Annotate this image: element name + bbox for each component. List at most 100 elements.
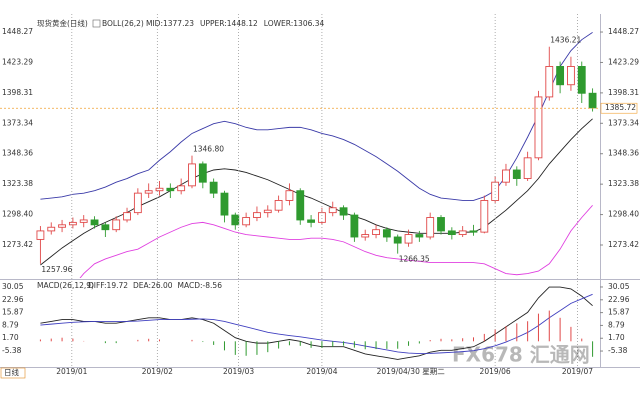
y-tick-label-left: 1448.27 <box>2 27 33 36</box>
candle-body <box>512 169 521 179</box>
candle-body <box>567 66 575 86</box>
y-tick-label: 1448.27 <box>608 27 639 36</box>
y-tick-label: 15.87 <box>608 308 630 317</box>
candle-body <box>556 66 565 86</box>
price-line-label: 1385.72 <box>605 103 636 112</box>
y-tick-label: 30.05 <box>608 282 630 291</box>
watermark: FX678 汇通网 <box>452 343 590 367</box>
candle-body <box>198 163 207 183</box>
candle-body <box>361 234 370 238</box>
macd-line <box>40 293 593 355</box>
y-tick-label-left: 1.70 <box>2 333 19 342</box>
extreme-label: 1346.80 <box>193 145 224 154</box>
y-tick-label: 22.96 <box>608 295 630 304</box>
candle-body <box>253 212 261 218</box>
y-tick-label-left: 22.96 <box>2 295 24 304</box>
legend-entry: DIFF:19.72 <box>88 281 128 290</box>
period-tag: 日线 <box>4 367 19 377</box>
candle-body <box>263 209 272 214</box>
candle-body <box>112 219 121 231</box>
extreme-label: 1257.96 <box>41 265 72 274</box>
indicator-name: BOLL(26,2) <box>102 19 144 28</box>
cursor-label: 2019/04/30 星期二 <box>377 367 446 376</box>
extreme-label: 1266.35 <box>399 255 430 264</box>
x-tick-label: 2019/04 <box>306 367 337 376</box>
candle-body <box>101 224 110 231</box>
y-tick-label: 1323.38 <box>608 179 639 188</box>
y-tick-label-left: 1423.29 <box>2 57 33 66</box>
candle-body <box>79 219 88 223</box>
candle-body <box>166 187 175 192</box>
candle-body <box>415 234 424 238</box>
y-tick-label-left: 1273.42 <box>2 240 33 249</box>
indicator-icon <box>92 19 101 28</box>
candle-body <box>458 230 467 236</box>
candle-body <box>242 217 251 226</box>
candle-body <box>588 92 597 109</box>
candle-body <box>469 230 478 233</box>
candle-body <box>404 234 413 244</box>
candle-body <box>328 207 337 214</box>
period-tag-box <box>0 367 26 379</box>
x-tick-label: 2019/06 <box>480 367 511 376</box>
legend-entry: MID:1377.23 <box>146 19 194 28</box>
legend-entry: DEA:26.00 <box>133 281 173 290</box>
candle-body <box>437 217 445 232</box>
candle-body <box>209 181 218 194</box>
y-tick-label-left: 1323.38 <box>2 179 33 188</box>
candle-body <box>372 229 380 236</box>
x-tick-label: 2019/03 <box>223 367 254 376</box>
y-tick-label: 1298.40 <box>608 210 639 219</box>
legend-entry: MACD:-8.56 <box>178 281 223 290</box>
candle-body <box>447 230 456 236</box>
chart-title: 现货黄金(日线) <box>37 18 88 28</box>
candle-body <box>123 212 131 221</box>
candle-body <box>577 66 586 94</box>
macd-line <box>40 286 593 360</box>
candle-body <box>285 190 294 201</box>
y-tick-label-left: 1298.40 <box>2 210 33 219</box>
candle-body <box>339 207 348 216</box>
x-tick-label: 2019/01 <box>56 367 87 376</box>
y-tick-label: 1273.42 <box>608 240 639 249</box>
y-tick-label-left: -5.38 <box>2 346 22 355</box>
candle-body <box>382 229 391 238</box>
y-tick-label: 1348.36 <box>608 149 639 158</box>
candle-body <box>350 214 359 238</box>
y-tick-label: 1373.34 <box>608 118 639 127</box>
candle-body <box>534 96 543 159</box>
y-tick-label-left: 15.87 <box>2 308 24 317</box>
candle-body <box>133 192 142 214</box>
candle-body <box>58 224 66 228</box>
candle-body <box>545 66 554 98</box>
candle-body <box>177 185 186 192</box>
legend-entry: UPPER:1448.12 <box>200 19 258 28</box>
boll-line <box>40 118 593 266</box>
y-tick-label-left: 1348.36 <box>2 149 33 158</box>
legend-entry: LOWER:1306.34 <box>264 19 325 28</box>
candle-body <box>296 190 305 221</box>
candle-body <box>220 192 229 216</box>
candle-body <box>90 219 99 226</box>
candle-body <box>188 163 196 187</box>
candle-body <box>426 217 435 238</box>
candle-body <box>68 221 77 226</box>
candle-body <box>393 236 402 244</box>
macd-plot <box>39 286 594 360</box>
candle-body <box>307 219 316 223</box>
indicator-name: MACD(26,12,9) <box>37 281 94 290</box>
price-line-tag <box>600 102 638 114</box>
y-tick-label-left: 1373.34 <box>2 118 33 127</box>
y-tick-label: 1423.29 <box>608 57 639 66</box>
candle-body <box>523 157 532 179</box>
boll-line <box>79 205 593 278</box>
x-tick-label: 2019/07 <box>562 367 593 376</box>
candle-body <box>231 214 240 226</box>
extreme-label: 1436.21 <box>550 36 581 45</box>
candle-body <box>144 190 153 194</box>
y-tick-label-left: 1398.31 <box>2 88 33 97</box>
candle-body <box>502 169 510 183</box>
